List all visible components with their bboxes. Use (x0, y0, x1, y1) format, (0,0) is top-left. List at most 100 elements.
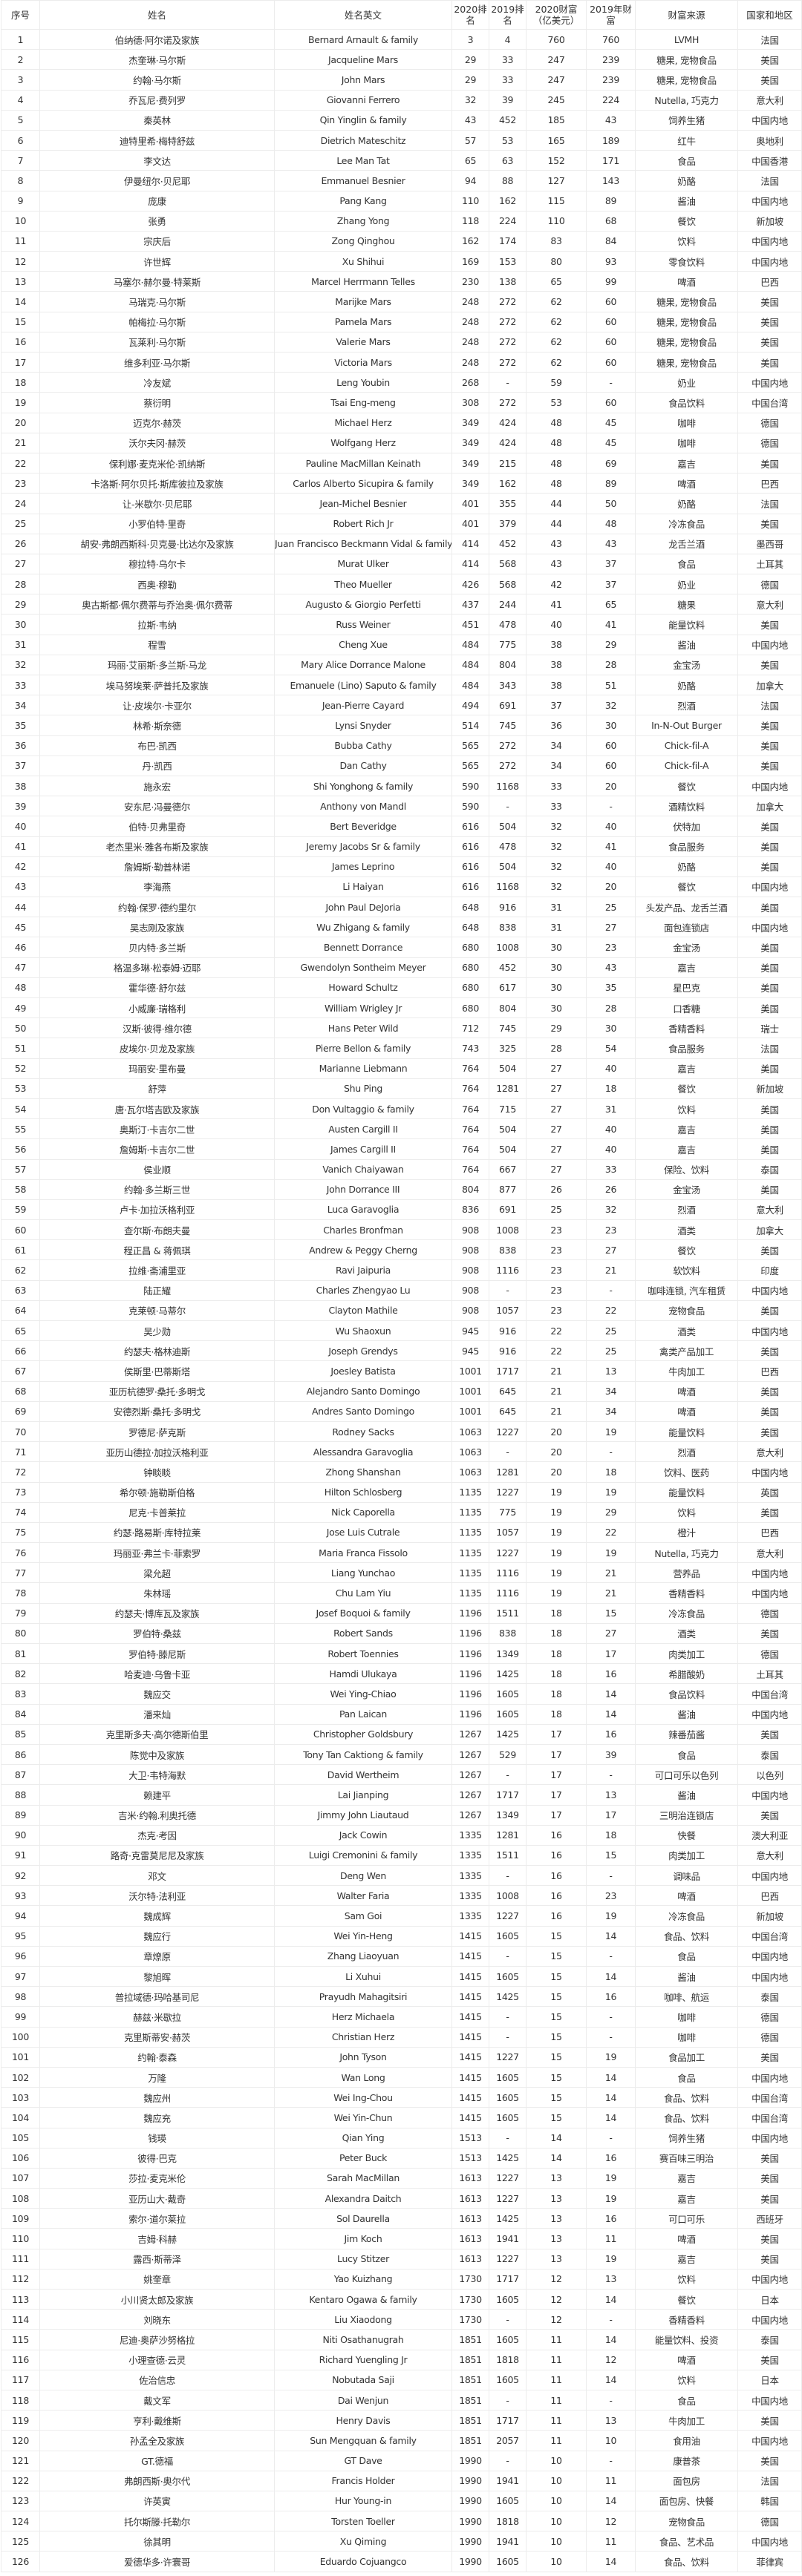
cell-name-en: Augusto & Giorgio Perfetti (274, 594, 452, 615)
cell-index: 12 (1, 251, 40, 272)
cell-rank-2019: 1425 (489, 1663, 526, 1685)
cell-wealth-2020: 27 (526, 1058, 587, 1079)
cell-name-en: Giovanni Ferrero (274, 89, 452, 111)
cell-wealth-source: 嘉吉 (635, 1058, 738, 1079)
cell-index: 13 (1, 271, 40, 292)
cell-country-region: 法国 (737, 695, 802, 716)
cell-name-en: Josef Boquoi & family (274, 1602, 452, 1624)
cell-rank-2020: 1990 (451, 2511, 489, 2532)
cell-name-en: Qin Yinglin & family (274, 109, 452, 131)
cell-wealth-2019: 54 (586, 1038, 636, 1059)
cell-name-en: Valerie Mars (274, 331, 452, 353)
cell-country-region: 美国 (737, 614, 802, 635)
cell-rank-2020: 1196 (451, 1602, 489, 1624)
cell-index: 29 (1, 594, 40, 615)
cell-wealth-2019: 14 (586, 2107, 636, 2128)
cell-rank-2020: 1613 (451, 2248, 489, 2269)
cell-rank-2020: 1851 (451, 2430, 489, 2451)
cell-name-en: Torsten Toeller (274, 2511, 452, 2532)
table-row: 23 卡洛斯·阿尔贝托·斯库彼拉及家族 Carlos Alberto Sicupir… (1, 473, 802, 494)
cell-rank-2019: 568 (489, 574, 526, 595)
cell-name-cn: 约翰·马尔斯 (39, 69, 275, 91)
table-row: 105 钱瑛 Qian Ying 1513-14- 饲养生猪 中国内地 (1, 2127, 802, 2149)
table-row: 123 许英寅 Hur Young-in 1990 1605 10 14 面包房、快餐 韩国 (1, 2490, 802, 2512)
cell-wealth-source: 头发产品、龙舌兰酒 (635, 897, 738, 918)
cell-name-en: Tsai Eng-meng (274, 392, 452, 413)
cell-country-region: 意大利 (737, 1542, 802, 1564)
cell-wealth-2020: 17 (526, 1743, 587, 1766)
cell-name-cn: 玛丽安·里布曼 (39, 1058, 275, 1079)
cell-wealth-2020: 27 (526, 1098, 587, 1120)
cell-name-cn: 玛丽亚·弗兰卡·菲索罗 (39, 1542, 275, 1564)
cell-index: 39 (1, 796, 40, 817)
cell-wealth-2019: 37 (586, 553, 636, 575)
cell-wealth-source: 奶酪 (635, 856, 738, 877)
table-row: 88 赖建平 Lai Jianping 1267 1717 17 13 酱油 中国内地 (1, 1784, 802, 1806)
cell-name-en: Zhong Shanshan (274, 1461, 452, 1483)
cell-wealth-2019: 22 (586, 1521, 636, 1544)
cell-rank-2019: 1425 (489, 1986, 526, 2008)
cell-wealth-2019: 14 (586, 1703, 636, 1725)
cell-country-region: 中国内地 (737, 1562, 802, 1584)
cell-name-en: Jimmy John Liautaud (274, 1804, 452, 1826)
cell-country-region: 土耳其 (737, 553, 802, 575)
cell-rank-2019: - (489, 2006, 526, 2028)
cell-name-en: Hur Young-in (274, 2490, 452, 2512)
cell-name-en: GT Dave (274, 2450, 452, 2471)
cell-name-cn: 沃尔夫冈·赫茨 (39, 432, 275, 453)
table-row: 125 徐其明 Xu Qiming 1990 1941 10 11 食品、艺术品 中国内地 (1, 2531, 802, 2552)
cell-wealth-2019: 14 (586, 2288, 636, 2310)
cell-wealth-2020: 15 (526, 1965, 587, 1987)
table-row: 40 伯特·贝弗里奇 Bert Beveridge 616 504 32 40 伏特加 美国 (1, 816, 802, 837)
cell-wealth-2019: 32 (586, 695, 636, 716)
cell-country-region: 中国内地 (737, 1965, 802, 1987)
cell-index: 94 (1, 1905, 40, 1927)
cell-wealth-2019: 40 (586, 856, 636, 877)
cell-name-en: Niti Osathanugrah (274, 2329, 452, 2350)
cell-wealth-source: 酒精饮料 (635, 796, 738, 817)
cell-wealth-2020: 16 (526, 1865, 587, 1887)
cell-wealth-2020: 36 (526, 715, 587, 736)
cell-country-region: 美国 (737, 1239, 802, 1261)
cell-index: 98 (1, 1986, 40, 2008)
cell-wealth-2019: 48 (586, 513, 636, 534)
table-row: 79 约瑟夫·博库瓦及家族 Josef Boquoi & family 1196 151… (1, 1602, 802, 1624)
cell-wealth-2019: 39 (586, 1743, 636, 1766)
column-header-rank-2020: 2020排名 (451, 0, 489, 30)
cell-name-cn: 李海燕 (39, 876, 275, 898)
cell-wealth-2020: 31 (526, 897, 587, 918)
cell-wealth-2019: 19 (586, 1542, 636, 1564)
cell-wealth-source: 咖啡连锁, 汽车租赁 (635, 1279, 738, 1301)
cell-index: 105 (1, 2127, 40, 2149)
cell-wealth-source: 餐饮 (635, 876, 738, 898)
cell-wealth-source: 糖果 (635, 594, 738, 615)
cell-name-en: Prayudh Mahagitsiri (274, 1986, 452, 2008)
cell-wealth-2020: 11 (526, 2410, 587, 2431)
cell-wealth-2020: 21 (526, 1360, 587, 1382)
cell-wealth-2020: 18 (526, 1703, 587, 1725)
cell-wealth-2019: - (586, 2026, 636, 2048)
cell-index: 79 (1, 1602, 40, 1624)
cell-wealth-2019: 14 (586, 2087, 636, 2108)
cell-wealth-2019: 29 (586, 1501, 636, 1523)
table-row: 64 克莱顿·马蒂尔 Clayton Mathile 908 1057 23 22 宠物食品美… (1, 1300, 802, 1322)
cell-rank-2019: 244 (489, 594, 526, 615)
cell-wealth-2019: 60 (586, 755, 636, 776)
cell-country-region: 中国台湾 (737, 2087, 802, 2108)
cell-index: 101 (1, 2046, 40, 2068)
cell-wealth-source: LVMH (635, 28, 738, 50)
cell-rank-2020: 308 (451, 392, 489, 413)
cell-rank-2020: 1851 (451, 2410, 489, 2431)
cell-index: 20 (1, 412, 40, 433)
cell-wealth-2020: 17 (526, 1764, 587, 1786)
table-row: 35 林希·斯奈德 Lynsi Snyder 514 745 36 30 In-N-Out B… (1, 715, 802, 736)
cell-country-region: 法国 (737, 170, 802, 191)
cell-wealth-2019: 18 (586, 1824, 636, 1846)
cell-rank-2019: 617 (489, 977, 526, 999)
cell-wealth-2019: 23 (586, 937, 636, 958)
cell-index: 82 (1, 1663, 40, 1685)
cell-name-en: Emmanuel Besnier (274, 170, 452, 191)
cell-wealth-source: 食品加工 (635, 2046, 738, 2068)
table-row: 56 詹姆斯·卡吉尔二世 James Cargill II 764 504 27 40 嘉吉美… (1, 1138, 802, 1160)
table-row: 118 戴文军 Dai Wenjun 1851-11- 食品 中国内地 (1, 2389, 802, 2411)
